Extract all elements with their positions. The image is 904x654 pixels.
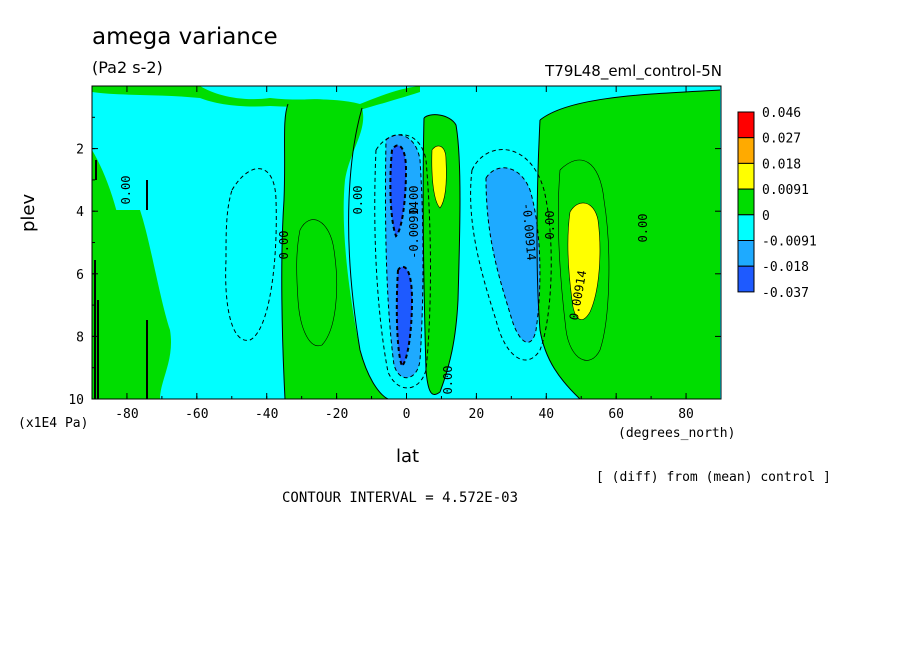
colorbar-label: -0.0091: [762, 235, 817, 250]
x-tick-label: -20: [325, 407, 348, 422]
colorbar-label: 0: [762, 209, 770, 224]
contour-label: -0.00914: [519, 202, 538, 261]
x-tick-label: 0: [403, 407, 411, 422]
field-blue-lower: [396, 266, 412, 366]
contour-label: 0.00: [636, 214, 650, 243]
colorbar-label: 0.0091: [762, 183, 809, 198]
x-tick-label: -60: [185, 407, 208, 422]
x-tick-label: 40: [538, 407, 554, 422]
colorbar-swatch: [737, 240, 755, 267]
contour-line: [422, 114, 461, 395]
colorbar-swatch: [737, 137, 755, 164]
x-axis-unit: (degrees_north): [618, 426, 736, 441]
colorbar-label: -0.037: [762, 286, 809, 301]
x-tick-label: -40: [255, 407, 278, 422]
y-tick-label: 2: [76, 143, 84, 158]
contour-line: [281, 103, 389, 400]
contour-label: 0.00: [441, 366, 455, 395]
chart-units: (Pa2 s-2): [92, 58, 163, 77]
contour-label: 0.00: [407, 186, 421, 215]
y-tick-label: 8: [76, 330, 84, 345]
contour-interval: CONTOUR INTERVAL = 4.572E-03: [282, 490, 519, 506]
field-green-east-bottom: [660, 330, 720, 399]
contour-line-negative: [374, 134, 431, 389]
x-axis-label: lat: [396, 446, 420, 467]
field-yellow-center: [431, 145, 447, 208]
chart-title: amega variance: [92, 24, 278, 50]
colorbar-swatch: [737, 265, 755, 293]
field-green-band-center: [423, 114, 460, 395]
contour-label: -0.00914: [407, 201, 421, 259]
colorbar-swatch: [737, 162, 755, 190]
diff-note: [ (diff) from (mean) control ]: [596, 470, 831, 485]
x-tick-label: 60: [608, 407, 624, 422]
x-tick-label: 80: [678, 407, 694, 422]
y-tick-label: 6: [76, 268, 84, 283]
axes: -80 -60 -40 -20 0 20 40 60 80 2 4 6 8 10: [68, 86, 722, 422]
contour-line-negative: [384, 134, 424, 378]
colorbar-label: 0.018: [762, 157, 801, 172]
y-axis-unit: (x1E4 Pa): [18, 416, 89, 431]
colorbar-swatch: [737, 188, 755, 216]
contour-line-strong: [389, 144, 408, 238]
field-lightblue-east: [486, 167, 540, 343]
run-label: T79L48_eml_control-5N: [545, 62, 722, 80]
contour-line: [431, 145, 447, 209]
field-yellow-east: [567, 202, 600, 320]
x-tick-label: 20: [469, 407, 485, 422]
contour-line-strong: [395, 265, 414, 368]
field-green-left-edge: [92, 210, 172, 399]
colorbar-swatch: [737, 214, 755, 242]
colorbar-label: -0.018: [762, 260, 809, 275]
contour-label: 0.00: [351, 186, 365, 215]
contour-label: 0.00: [119, 176, 133, 205]
colorbar-swatch: [737, 111, 755, 139]
contour-line: [558, 159, 610, 361]
field-green-band-west: [281, 99, 388, 399]
colorbar-label: 0.027: [762, 132, 801, 147]
contour-label: 0.00: [277, 231, 291, 260]
contour-line: [536, 89, 721, 400]
y-tick-label: 4: [76, 205, 84, 220]
colorbar: 0.046 0.027 0.018 0.0091 0 -0.0091 -0.018 -0.03…: [737, 106, 817, 301]
x-tick-label: -80: [115, 407, 138, 422]
field-blue-upper: [390, 145, 406, 236]
colorbar-label: 0.046: [762, 106, 801, 121]
contour-label: 0.00: [543, 211, 557, 240]
contour-line-negative: [225, 168, 277, 341]
field-green-band-east: [537, 90, 720, 399]
y-tick-label: 10: [68, 393, 84, 408]
contour-line-negative: [470, 149, 552, 361]
contour-line-negative: [485, 167, 541, 343]
plot-area: 0.000.000.000.000.000.00-0.00914 -0.00914…: [91, 85, 722, 400]
